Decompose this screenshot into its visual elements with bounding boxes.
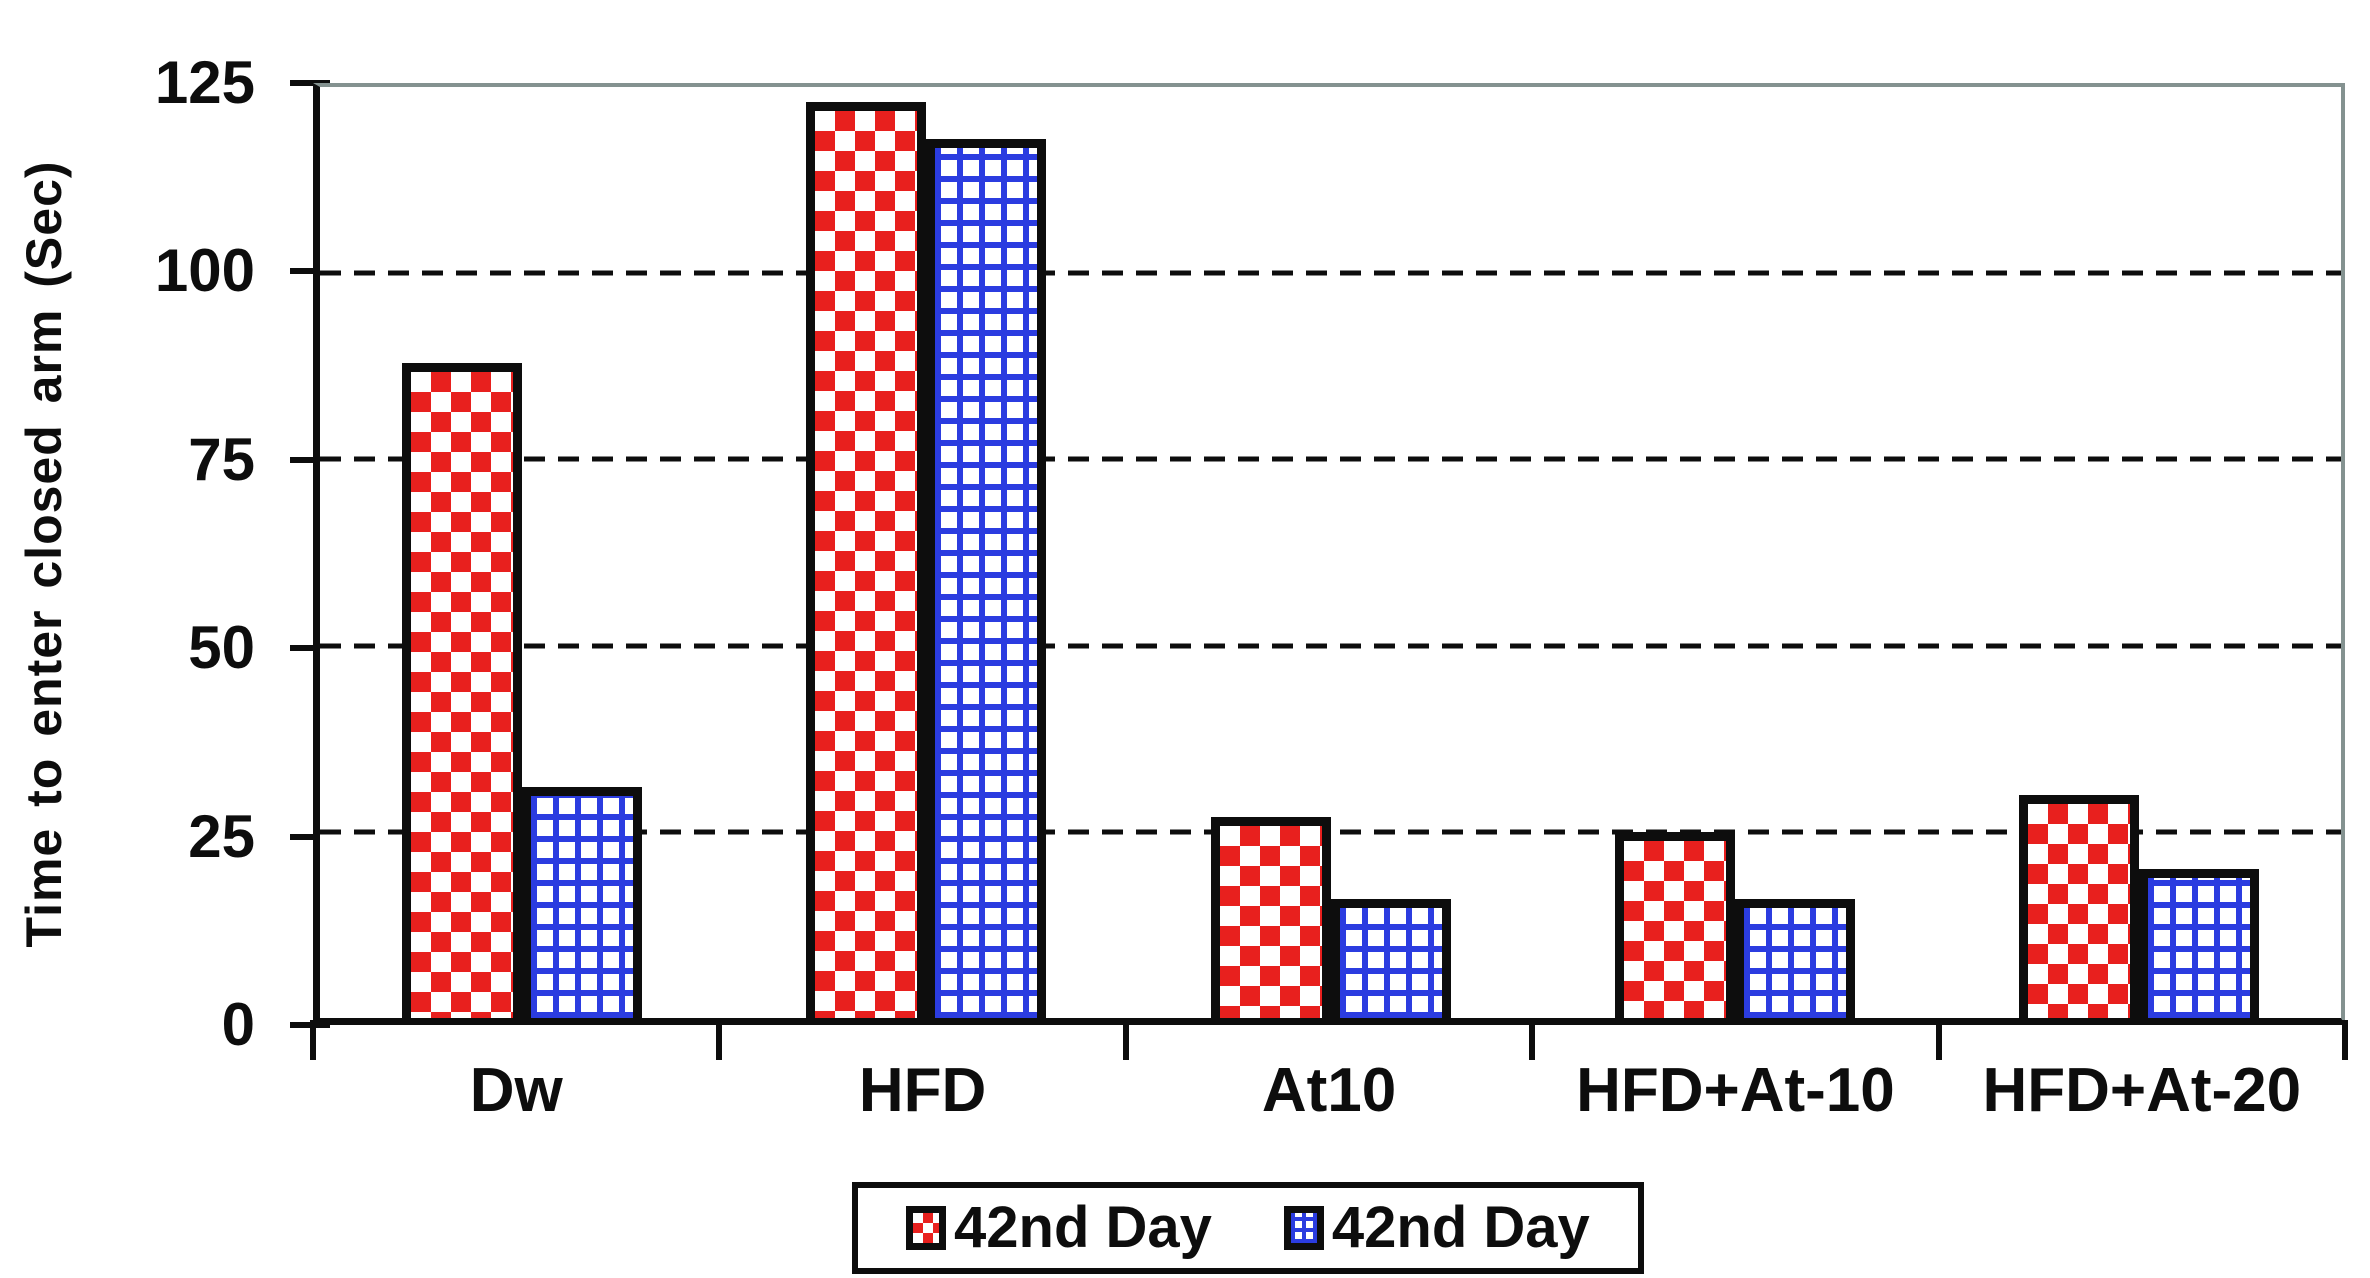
y-tick-label: 50 — [188, 614, 255, 682]
bar — [402, 362, 523, 1018]
bar — [926, 139, 1047, 1018]
bar — [806, 101, 927, 1018]
x-tick-mark — [1529, 1020, 1536, 1060]
x-axis-label: HFD+At-20 — [1982, 1056, 2302, 1125]
gridline — [320, 643, 2341, 649]
y-tick-label: 25 — [188, 802, 255, 870]
bar — [1734, 898, 1855, 1018]
bar-group — [724, 87, 1128, 1018]
y-tick-label: 100 — [154, 237, 255, 305]
bar — [2138, 869, 2259, 1018]
y-tick-label: 75 — [188, 425, 255, 493]
bar-group — [1128, 87, 1532, 1018]
bar — [522, 787, 643, 1018]
x-axis-labels: Dw HFD At10 HFD+At-10 HFD+At-20 — [313, 1060, 2345, 1122]
y-tick-label: 0 — [221, 991, 255, 1058]
y-tick-mark — [290, 456, 330, 463]
bar-group — [320, 87, 724, 1018]
legend-swatch-red-checker-icon — [906, 1206, 946, 1250]
x-axis-label: HFD+At-10 — [1576, 1056, 1895, 1125]
bar — [1330, 898, 1451, 1018]
x-tick-mark — [2342, 1020, 2348, 1060]
x-tick-mark — [1122, 1020, 1129, 1060]
y-tick-mark — [290, 833, 330, 840]
legend-label: 42nd Day — [1331, 1195, 1590, 1260]
y-axis: 0 25 50 75 100 125 — [0, 53, 330, 1055]
bar — [2018, 794, 2139, 1018]
legend: 42nd Day 42nd Day — [852, 1182, 1644, 1274]
legend-swatch-blue-grid-icon — [1283, 1206, 1324, 1250]
legend-entry: 42nd Day — [1283, 1195, 1590, 1260]
x-axis-label: At10 — [1261, 1056, 1397, 1125]
gridline — [320, 829, 2341, 835]
x-axis-label: HFD — [858, 1056, 987, 1125]
legend-label: 42nd Day — [954, 1195, 1212, 1260]
bar-groups — [320, 87, 2341, 1018]
bar — [1614, 831, 1735, 1018]
y-tick-mark — [290, 645, 330, 652]
bar-group — [1937, 87, 2341, 1018]
y-tick-label: 125 — [154, 49, 255, 116]
x-tick-mark — [1935, 1020, 1942, 1060]
y-tick-mark — [290, 268, 330, 275]
x-axis-label: Dw — [469, 1056, 563, 1125]
bar — [1210, 816, 1331, 1018]
y-tick-mark — [290, 80, 330, 86]
legend-entry: 42nd Day — [906, 1199, 1212, 1257]
bar-group — [1533, 87, 1937, 1018]
gridline — [320, 270, 2341, 276]
gridline — [320, 456, 2341, 462]
x-tick-mark — [310, 1020, 316, 1060]
x-tick-mark — [716, 1020, 723, 1060]
plot-area — [313, 83, 2345, 1025]
